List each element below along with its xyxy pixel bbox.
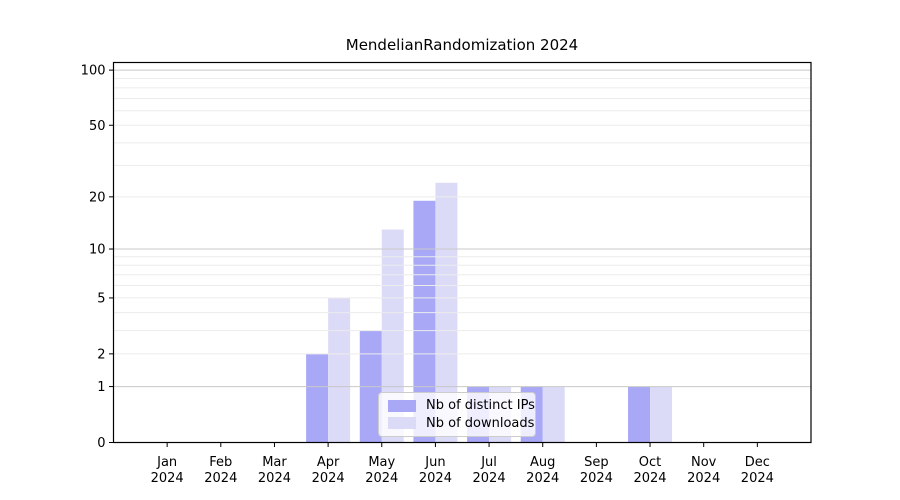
legend-swatch-downloads-icon	[388, 417, 416, 430]
y-tick-label: 50	[89, 119, 106, 134]
y-tick-label: 20	[89, 190, 106, 205]
bar-nb-of-downloads-aug-2024	[542, 386, 565, 443]
x-tick-label: Apr 2024	[312, 455, 345, 486]
bar-nb-of-downloads-oct-2024	[650, 386, 673, 443]
x-tick-label: Nov 2024	[687, 455, 720, 486]
legend-item-distinct-ips: Nb of distinct IPs	[388, 398, 535, 413]
y-tick-label: 5	[97, 291, 105, 306]
x-tick-label: Jan 2024	[151, 455, 184, 486]
x-tick-label: Mar 2024	[258, 455, 291, 486]
legend-label-downloads: Nb of downloads	[426, 415, 535, 431]
legend-swatch-distinct-ips-icon	[388, 399, 416, 412]
y-tick-label: 0	[97, 436, 105, 451]
plot-frame	[112, 61, 812, 444]
y-tick-label: 1	[97, 380, 105, 395]
legend-item-downloads: Nb of downloads	[388, 416, 534, 431]
x-tick-label: Jun 2024	[419, 455, 452, 486]
bar-nb-of-downloads-apr-2024	[328, 297, 351, 443]
legend-label-distinct-ips: Nb of distinct IPs	[426, 398, 535, 414]
x-tick-label: May 2024	[365, 455, 398, 486]
bar-nb-of-distinct-ips-oct-2024	[628, 386, 651, 443]
x-tick-label: Aug 2024	[526, 455, 559, 486]
x-tick-label: Dec 2024	[741, 455, 774, 486]
x-tick-label: Oct 2024	[633, 455, 666, 486]
y-tick-label: 2	[97, 347, 105, 362]
y-tick-label: 100	[81, 64, 106, 79]
chart-title: MendelianRandomization 2024	[345, 36, 579, 54]
x-tick-label: Sep 2024	[580, 455, 613, 486]
x-tick-label: Jul 2024	[473, 455, 506, 486]
bar-nb-of-distinct-ips-jun-2024	[413, 200, 436, 443]
bar-nb-of-distinct-ips-apr-2024	[306, 353, 329, 443]
y-tick-label: 10	[89, 243, 106, 258]
x-tick-label: Feb 2024	[204, 455, 237, 486]
bar-nb-of-downloads-may-2024	[381, 229, 404, 443]
legend: Nb of distinct IPs Nb of downloads	[378, 392, 536, 437]
